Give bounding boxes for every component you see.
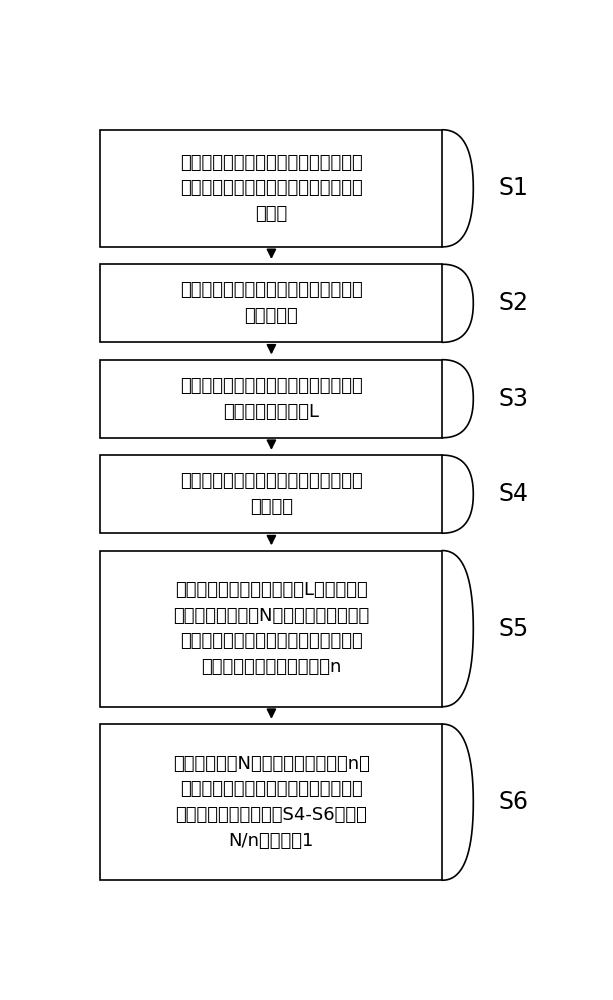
Text: 基于小功率通讯设备的工作频率范围预
设最高频率: 基于小功率通讯设备的工作频率范围预 设最高频率	[180, 281, 363, 325]
Text: S1: S1	[499, 176, 528, 200]
Text: S5: S5	[498, 617, 529, 641]
Bar	[101, 724, 443, 880]
Bar	[101, 551, 443, 707]
Text: S4: S4	[499, 482, 528, 506]
Text: S6: S6	[499, 790, 528, 814]
Text: 在待选用的磁环中基于磁导率初步选用
第一磁环: 在待选用的磁环中基于磁导率初步选用 第一磁环	[180, 472, 363, 516]
Text: 基于等效电路模型和最高频率得到屏蔽
以上频率的电感量L: 基于等效电路模型和最高频率得到屏蔽 以上频率的电感量L	[180, 377, 363, 421]
Text: S3: S3	[499, 387, 528, 411]
Text: 基于小功率通讯设备的运行频率及磁环
在小功率通讯设备中的特性建立等效电
路模型: 基于小功率通讯设备的运行频率及磁环 在小功率通讯设备中的特性建立等效电 路模型	[180, 154, 363, 223]
Text: 基于第一磁环参数和电感量L计算磁环所
需缠绕的导线匝数N，以及，基于小功率
通讯设备通讯导线参数和第一磁环参数
计算磁环单层可绕导线圈数n: 基于第一磁环参数和电感量L计算磁环所 需缠绕的导线匝数N，以及，基于小功率 通讯…	[173, 581, 370, 676]
Text: 基于导线匝数N和单层可绕导线圈数n，
在待选用的磁环中选用尺寸和磁导率合
适的磁环，并重复步骤S4-S6，直至
N/n小于等于1: 基于导线匝数N和单层可绕导线圈数n， 在待选用的磁环中选用尺寸和磁导率合 适的磁…	[173, 755, 370, 850]
Text: S2: S2	[499, 291, 528, 315]
Bar	[101, 264, 443, 342]
Bar	[101, 455, 443, 533]
Bar	[101, 360, 443, 438]
Bar	[101, 130, 443, 247]
